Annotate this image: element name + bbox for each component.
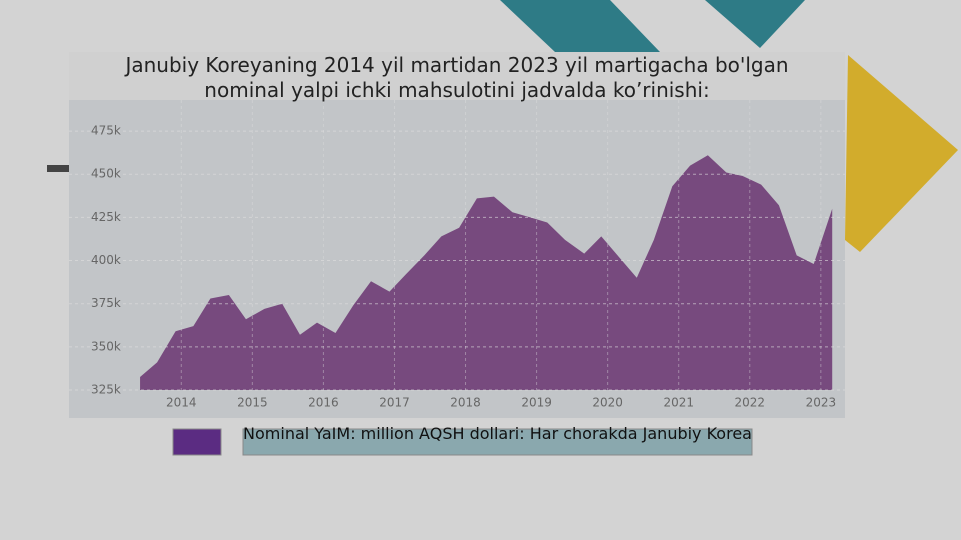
legend-bar — [242, 428, 753, 456]
y-tick-label: 450k — [91, 167, 121, 181]
y-tick-label: 475k — [91, 124, 121, 138]
decor — [500, 0, 660, 52]
y-tick-label: 400k — [91, 253, 121, 267]
decor — [845, 55, 958, 252]
legend-label: Nominal YaIM: million AQSH dollari: Har … — [243, 424, 752, 443]
plot: 325k 350k 375k 400k 425k 450k 475k 2014 2015 2016… — [69, 100, 845, 410]
y-tick-label: 375k — [91, 296, 121, 310]
y-tick-label: 425k — [91, 210, 121, 224]
chart-title: Janubiy Koreyaning 2014 yil martidan 202… — [125, 53, 789, 102]
x-tick-label: 2019 — [521, 396, 552, 410]
x-tick-label: 2016 — [308, 396, 339, 410]
x-tick-label: 2021 — [663, 396, 694, 410]
x-tick-label: 2014 — [166, 396, 197, 410]
x-tick-label: 2022 — [735, 396, 766, 410]
area — [140, 155, 833, 390]
decor — [47, 165, 69, 172]
x-tick-label: 2018 — [450, 396, 481, 410]
x-tick-label: 2017 — [379, 396, 410, 410]
x-tick-label: 2015 — [237, 396, 268, 410]
decor — [705, 0, 805, 48]
x-tick-label: 2020 — [592, 396, 623, 410]
y-tick-label: 325k — [91, 383, 121, 397]
title-band — [69, 52, 845, 100]
y-tick-label: 350k — [91, 339, 121, 353]
legend-swatch — [172, 428, 222, 456]
x-tick-label: 2023 — [806, 396, 837, 410]
